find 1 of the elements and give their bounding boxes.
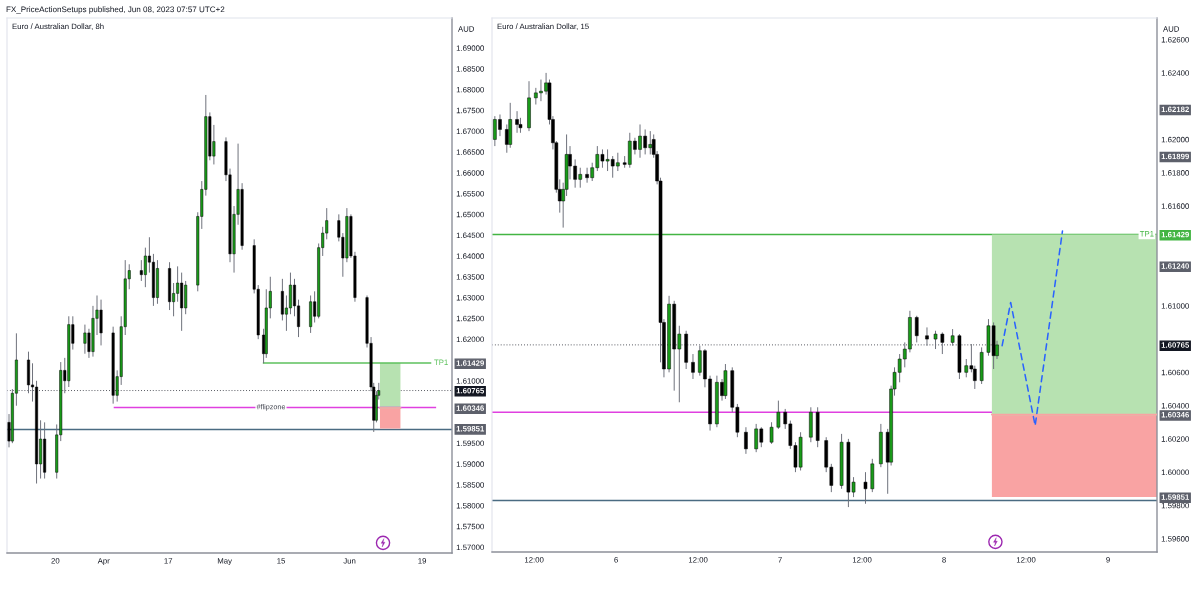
text: FX_PriceActionSetups published, Jun 08, 2023 07:57 UTC+2: [6, 6, 225, 14]
